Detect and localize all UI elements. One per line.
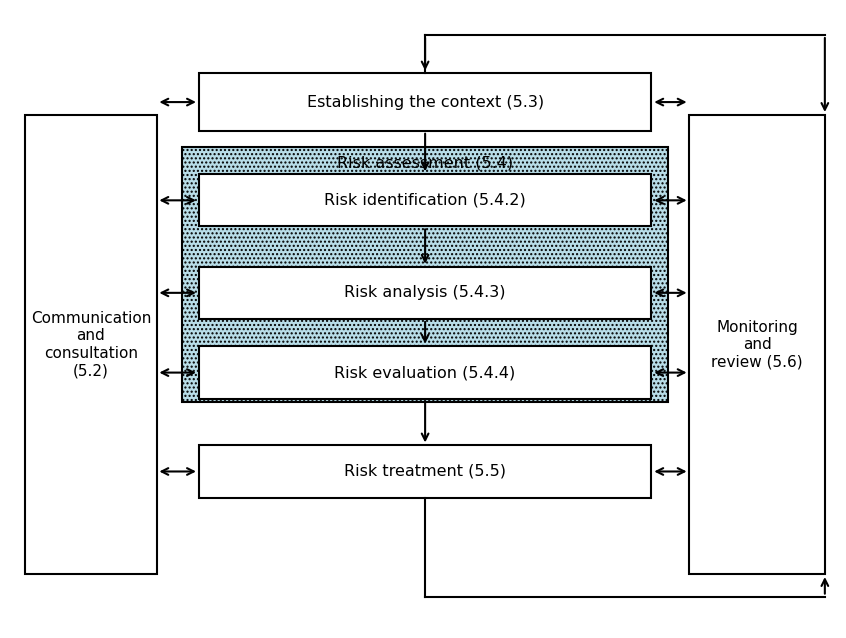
Bar	[199, 267, 651, 319]
Text: Risk treatment (5.5): Risk treatment (5.5)	[344, 464, 506, 479]
Text: Risk assessment (5.4): Risk assessment (5.4)	[338, 155, 514, 170]
Bar	[199, 174, 651, 226]
Text: Monitoring
and
review (5.6): Monitoring and review (5.6)	[711, 320, 803, 369]
Bar	[689, 115, 825, 574]
Bar	[199, 346, 651, 399]
Bar	[25, 115, 157, 574]
Text: Establishing the context (5.3): Establishing the context (5.3)	[306, 94, 544, 110]
Text: Communication
and
consultation
(5.2): Communication and consultation (5.2)	[30, 311, 151, 378]
Bar	[199, 73, 651, 131]
Bar	[199, 445, 651, 498]
Bar	[182, 147, 668, 402]
Text: Risk identification (5.4.2): Risk identification (5.4.2)	[324, 193, 526, 208]
Text: Risk analysis (5.4.3): Risk analysis (5.4.3)	[344, 285, 506, 300]
Text: Risk evaluation (5.4.4): Risk evaluation (5.4.4)	[334, 365, 516, 380]
